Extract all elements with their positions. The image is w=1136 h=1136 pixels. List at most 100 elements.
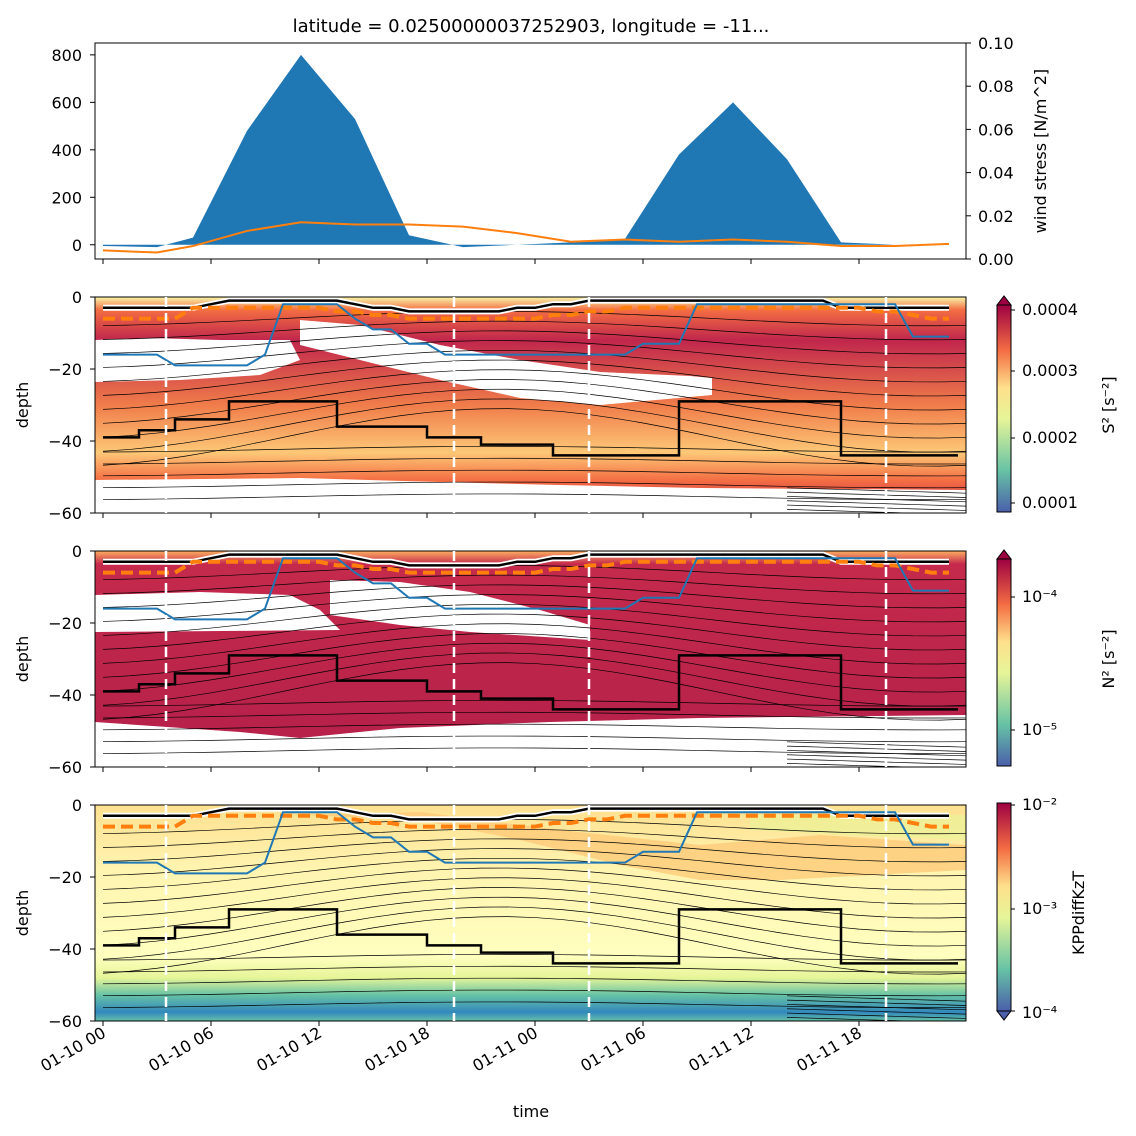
kpp-colorbar-extend	[995, 1010, 1013, 1021]
contour-line	[786, 758, 966, 765]
n2-overlays	[103, 551, 958, 767]
x-tick-label: 01-11 12	[685, 1023, 757, 1075]
contour-line	[102, 642, 966, 693]
x-tick-label: 01-11 06	[577, 1023, 649, 1075]
contour-line	[102, 896, 966, 947]
wind-left-tick-label: 800	[51, 46, 82, 65]
y-tick-label: 0	[72, 288, 82, 307]
contour-line	[786, 1008, 966, 1015]
kpp-colorbar-label: KPPdiffKzT	[1069, 871, 1088, 955]
y-tick-label: −20	[48, 360, 82, 379]
contour-line	[102, 848, 966, 877]
wind-axes-frame	[94, 42, 967, 260]
mld-line	[103, 654, 958, 711]
contour-line	[786, 500, 966, 507]
s2-panel: depth 0.0004 0.0003 0.0002 0.0001 S² [s⁻…	[13, 295, 1118, 514]
contour-line	[102, 747, 966, 755]
kpp-overlays	[103, 805, 958, 1021]
y-tick-label: −40	[48, 432, 82, 451]
contour-line	[102, 1001, 966, 1009]
wind-panel: 0 200 400 600 800 0.00 0.02 0.04 0.06 0.08 0.10 w…	[51, 34, 1050, 269]
y-tick-label: −20	[48, 614, 82, 633]
s2-overlays	[103, 297, 958, 513]
contour-line	[102, 887, 966, 933]
contour-line	[102, 989, 966, 997]
n2-colorbar	[996, 558, 1012, 767]
s2-y-ticks: 0 −20 −40 −60	[48, 288, 95, 523]
contour-line	[102, 469, 966, 477]
wind-left-tick-label: 0	[72, 236, 82, 255]
contour-line	[786, 496, 966, 503]
contour-line	[102, 828, 966, 849]
wind-left-y-ticks: 0 200 400 600 800	[51, 46, 95, 255]
kpp-colorbar-tick-3: 10⁻⁴	[1022, 1003, 1057, 1022]
contour-line	[102, 867, 966, 905]
s2-masked-region-bottom	[95, 478, 966, 513]
s2-contours	[102, 311, 966, 513]
y-tick-label: −40	[48, 940, 82, 959]
contour-line	[786, 509, 919, 513]
contour-line	[786, 995, 966, 1002]
wind-left-tick-label: 200	[51, 188, 82, 207]
x-tick-label: 01-10 18	[361, 1023, 433, 1075]
n2-masked-region-left	[95, 592, 340, 632]
blue-depth-line	[103, 811, 949, 875]
contour-line	[102, 603, 966, 637]
contour-line	[102, 379, 966, 425]
contour-line	[786, 491, 966, 498]
contour-line	[102, 633, 966, 679]
contour-line	[102, 838, 966, 863]
x-tick-label: 01-10 12	[253, 1023, 325, 1075]
contour-line	[102, 481, 966, 489]
wind-right-tick-label: 0.06	[978, 120, 1014, 139]
contour-line	[786, 754, 966, 761]
surface-line	[103, 553, 949, 567]
contour-line	[102, 906, 966, 961]
wind-right-tick-label: 0.00	[978, 250, 1014, 269]
contour-line	[102, 735, 966, 743]
contour-line	[102, 369, 966, 411]
kpp-colorbar	[996, 802, 1012, 1012]
contour-line	[102, 457, 966, 465]
contour-line	[102, 388, 966, 439]
x-tick-label: 01-11 18	[793, 1023, 865, 1075]
contour-line	[102, 584, 966, 609]
n2-colorbar-tick-2: 10⁻⁵	[1022, 720, 1057, 739]
contour-line	[102, 446, 966, 453]
contour-line	[102, 700, 966, 707]
contour-line	[102, 623, 966, 665]
mld-line	[103, 908, 958, 965]
n2-colorbar-tick-1: 10⁻⁴	[1022, 587, 1057, 606]
wind-right-tick-label: 0.10	[978, 34, 1014, 53]
contour-line	[102, 359, 966, 397]
n2-colorbar-label: N² [s⁻²]	[1099, 629, 1118, 688]
y-tick-label: −60	[48, 758, 82, 777]
contour-line	[102, 594, 966, 623]
contour-line	[786, 1004, 966, 1011]
mld-line	[103, 400, 958, 457]
kpp-warm-band	[300, 812, 966, 880]
y-tick-label: −60	[48, 504, 82, 523]
s2-axes-frame	[94, 296, 967, 514]
contour-line	[102, 398, 966, 453]
contour-line	[786, 1017, 919, 1021]
x-tick-label: 01-11 00	[469, 1023, 541, 1075]
contour-line	[786, 487, 966, 494]
contour-line	[102, 662, 966, 721]
wind-right-ylabel: wind stress [N/m^2]	[1031, 69, 1050, 233]
n2-contours	[102, 565, 966, 767]
y-tick-label: −60	[48, 1012, 82, 1031]
contour-line	[786, 745, 966, 752]
figure-title: latitude = 0.02500000037252903, longitud…	[293, 16, 770, 37]
contour-line	[102, 311, 966, 327]
contour-line	[786, 763, 919, 767]
wind-right-y-ticks: 0.00 0.02 0.04 0.06 0.08 0.10	[966, 34, 1014, 269]
contour-line	[786, 504, 966, 511]
s2-colorbar-extend	[995, 295, 1013, 306]
wind-left-tick-label: 600	[51, 93, 82, 112]
contour-line	[102, 977, 966, 985]
contour-line	[786, 750, 966, 757]
y-tick-label: −20	[48, 868, 82, 887]
s2-masked-region-upper	[300, 320, 712, 405]
